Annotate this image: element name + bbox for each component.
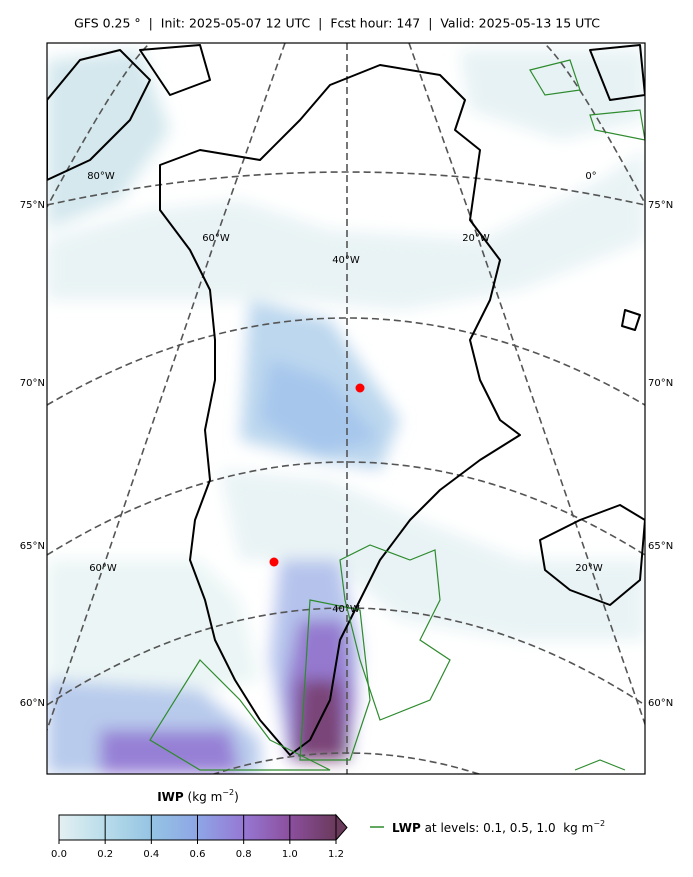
lat-label: 75°N [648,200,673,211]
lon-label: 0° [585,171,596,182]
lon-label: 80°W [87,171,115,182]
lat-label: 70°N [20,378,45,389]
legend-label: LWP at levels: 0.1, 0.5, 1.0 kg m−2 [392,819,605,835]
colorbar-tick-label: 0.0 [51,849,67,860]
lat-label: 70°N [648,378,673,389]
colorbar-label-sup: −2 [222,788,234,797]
plot-frame [46,42,646,775]
map-title: GFS 0.25 ° | Init: 2025-05-07 12 UTC | F… [74,16,600,31]
iwp-field [47,50,645,774]
colorbar-extension [335,813,348,842]
lat-label: 75°N [20,200,45,211]
lon-label: 60°W [89,563,117,574]
colorbar-tick-label: 0.2 [97,849,113,860]
colorbar-tick-label: 1.0 [282,849,298,860]
lon-label: 40°W [332,255,360,266]
lwp-contours [149,59,645,771]
lon-label: 60°W [202,233,230,244]
legend-sup: −2 [593,819,605,828]
lat-label: 60°N [20,698,45,709]
colorbar-label-unit: (kg m [188,790,223,804]
lat-label: 65°N [648,541,673,552]
colorbar-label-close: ) [234,790,239,804]
colorbar-tick-label: 0.8 [236,849,252,860]
colorbar-tick-label: 1.2 [328,849,344,860]
site-marker [355,383,365,393]
lon-label: 20°W [575,563,603,574]
legend-text: at levels: 0.1, 0.5, 1.0 kg m [425,821,594,835]
colorbar-label-bold: IWP [157,790,184,804]
lon-label: 40°W [332,604,360,615]
lat-label: 60°N [648,698,673,709]
coastlines [47,44,645,756]
colorbar-label: IWP (kg m−2) [157,788,239,804]
legend-bold: LWP [392,821,421,835]
lat-label: 65°N [20,541,45,552]
colorbar-tick-label: 0.6 [190,849,206,860]
colorbar-tick-label: 0.4 [143,849,159,860]
lon-label: 20°W [462,233,490,244]
map-area [47,43,645,774]
site-marker [269,557,279,567]
